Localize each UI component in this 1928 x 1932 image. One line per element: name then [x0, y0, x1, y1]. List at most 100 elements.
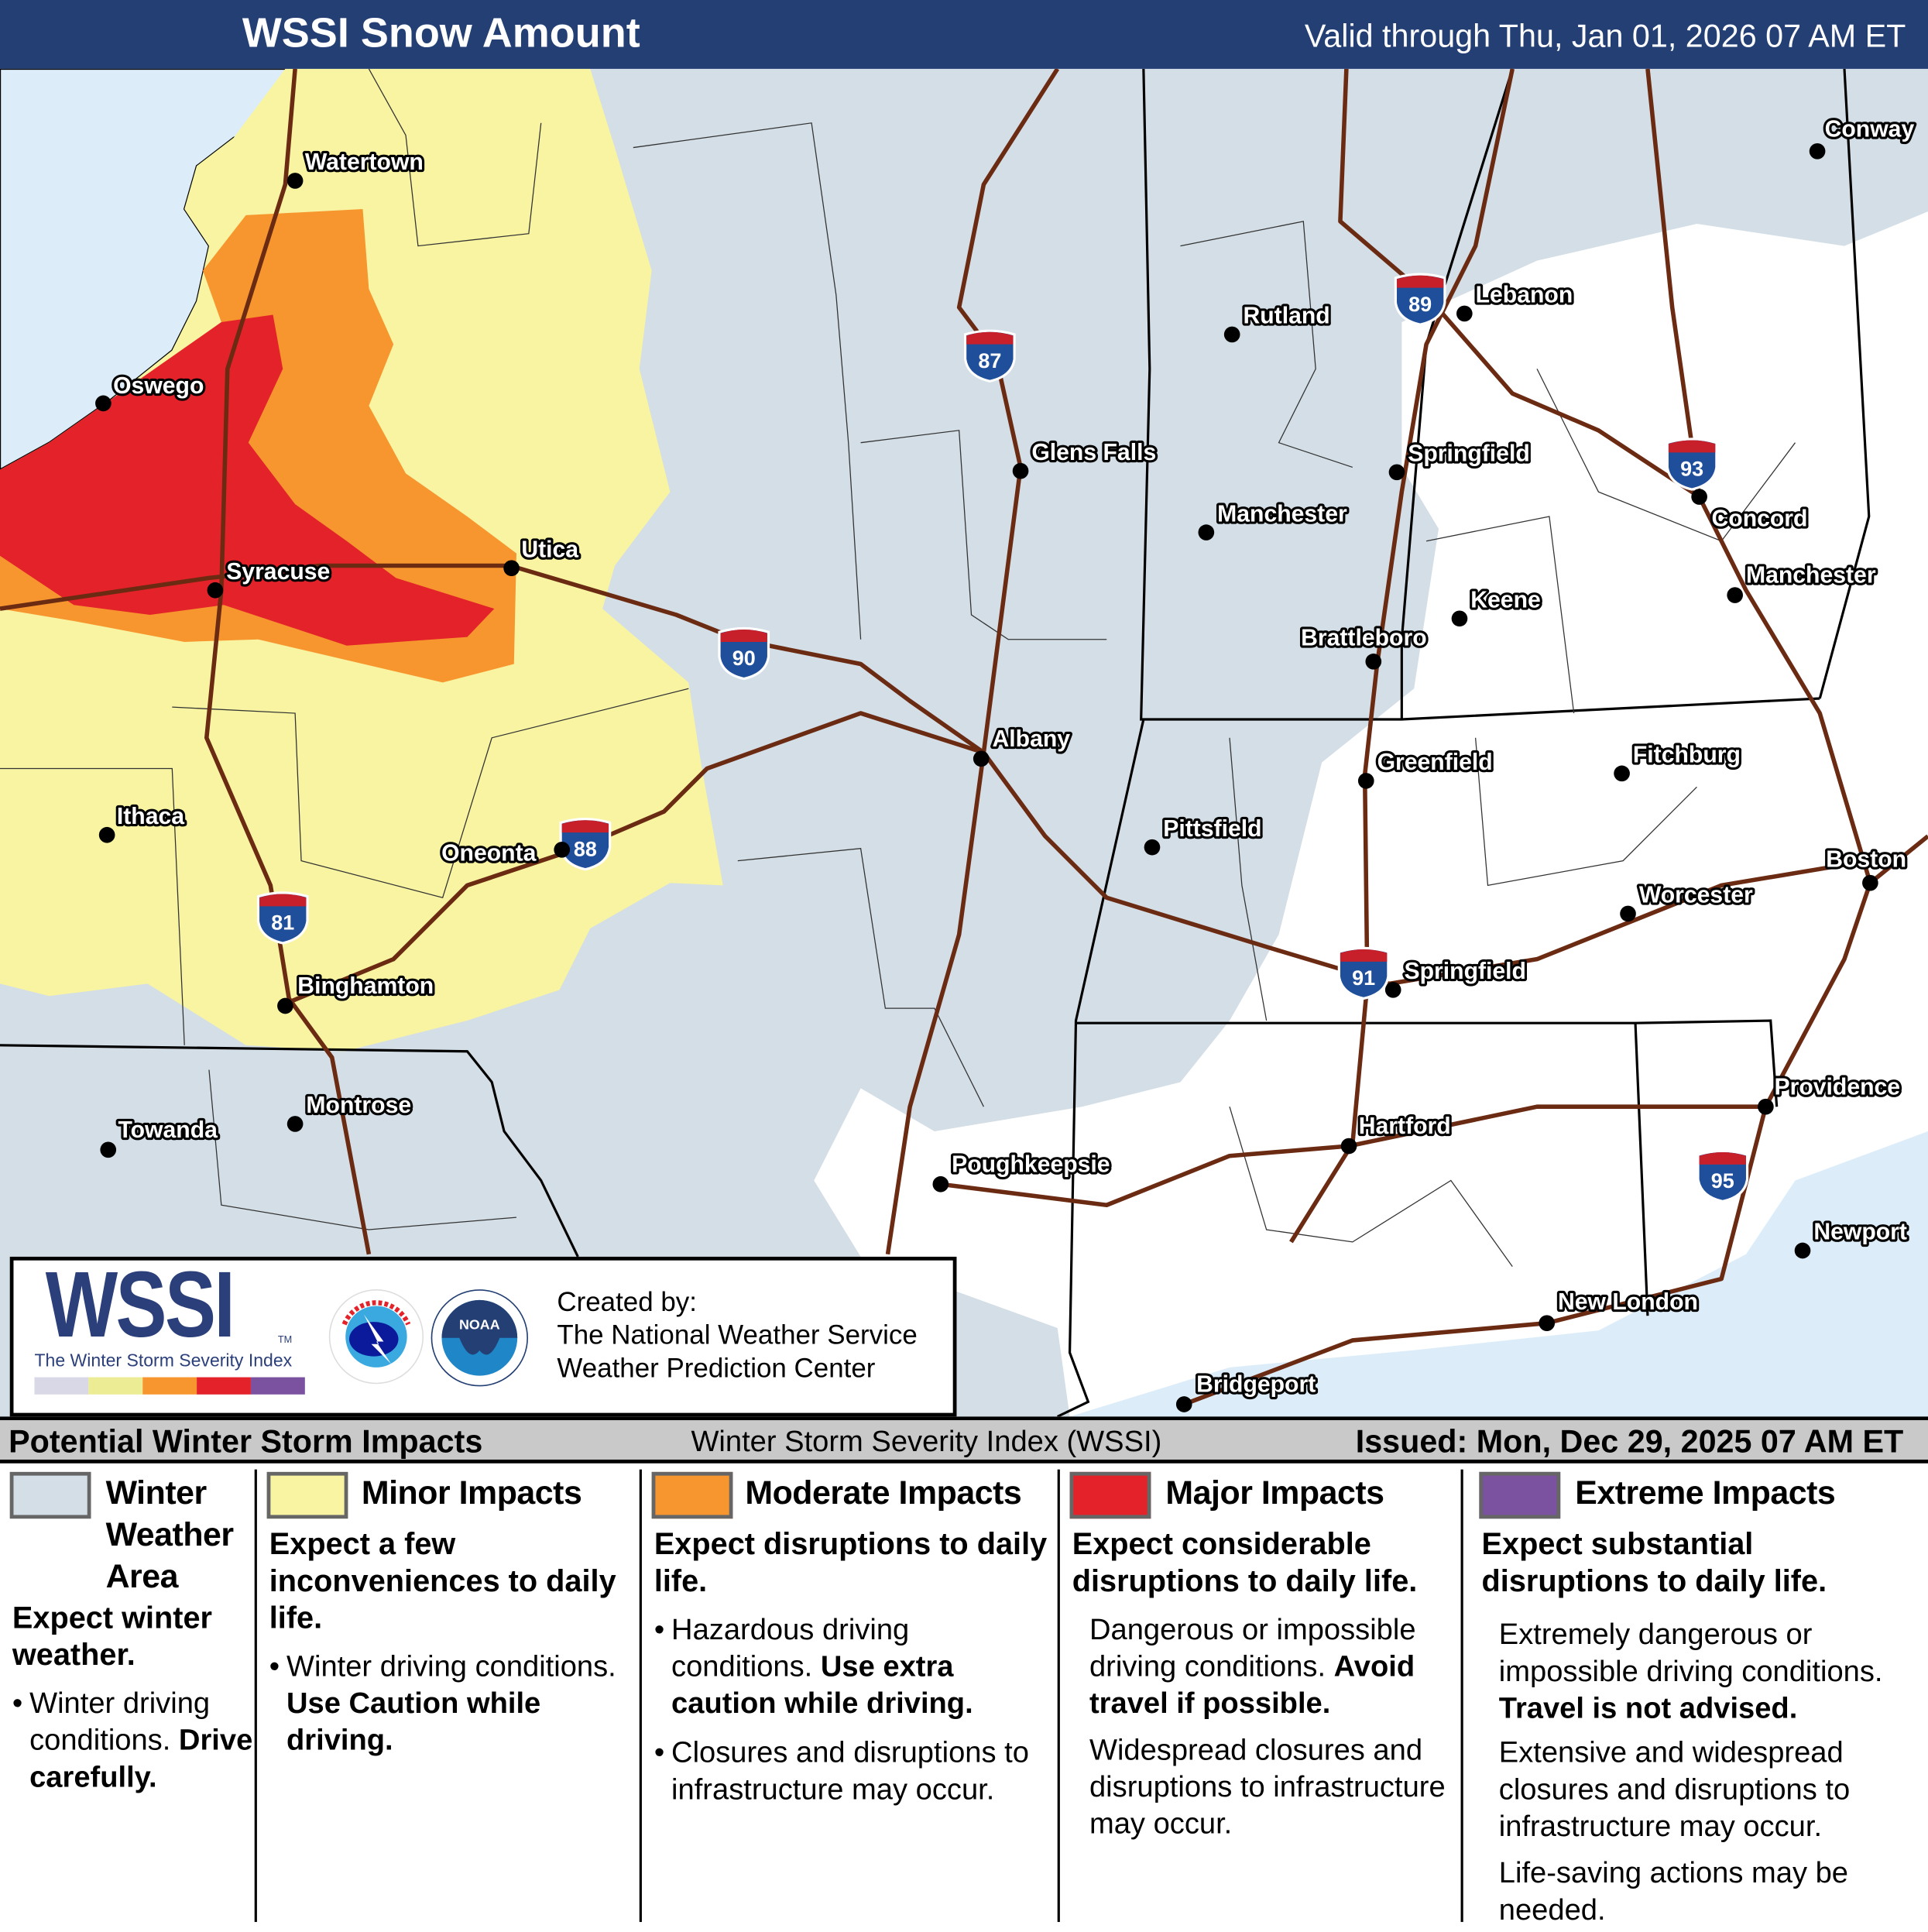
color-bar-major [197, 1377, 251, 1395]
color-bar-minor [88, 1377, 143, 1395]
map: 87 90 88 81 89 93 91 95 Watertown Oswego Syracuse… [0, 68, 1928, 1417]
shield-number: 91 [1352, 966, 1375, 990]
shield-number: 95 [1711, 1169, 1734, 1192]
swatch-extreme [1479, 1471, 1561, 1519]
city-dot [1620, 905, 1636, 922]
city-dot [1223, 326, 1240, 343]
city-marker: Concord [1691, 489, 1810, 534]
city-marker: Greenfield [1357, 747, 1495, 789]
city-dot [95, 395, 111, 412]
issued-time: Issued: Mon, Dec 29, 2025 07 AM ET [1355, 1422, 1904, 1460]
city-label: Springfield [1408, 441, 1529, 467]
category-name: Moderate Impacts [745, 1474, 1022, 1512]
city-label: Manchester [1217, 501, 1347, 527]
city-marker: Syracuse [207, 557, 333, 599]
city-marker: Manchester [1198, 499, 1350, 540]
state-borders [0, 68, 1871, 1417]
city-marker: Towanda [100, 1115, 220, 1158]
legend-header: Potential Winter Storm Impacts Winter St… [0, 1420, 1928, 1464]
legend-moderate: Moderate Impacts Expect disruptions to d… [651, 1471, 1051, 1930]
shield-number: 81 [271, 911, 294, 935]
city-marker: Keene [1451, 585, 1543, 627]
category-name: Extreme Impacts [1575, 1474, 1836, 1512]
county-borders [0, 68, 1796, 1268]
city-label: Rutland [1243, 304, 1329, 329]
legend-title: Potential Winter Storm Impacts [9, 1422, 483, 1460]
city-label: Keene [1470, 587, 1541, 613]
city-marker: Conway [1809, 114, 1917, 160]
city-label: Binghamton [297, 973, 434, 999]
city-label: Lebanon [1476, 283, 1573, 308]
city-marker: Springfield [1388, 438, 1532, 481]
city-dot [1384, 982, 1401, 998]
city-marker: Worcester [1620, 880, 1755, 922]
city-label: Watertown [305, 149, 424, 175]
i-88 [288, 711, 985, 1004]
city-dot [1794, 1242, 1811, 1259]
interstate-shield-icon: 81 [256, 891, 309, 945]
i-90 [0, 563, 1870, 987]
city-label: Providence [1774, 1074, 1900, 1100]
legend-major: Major Impacts Expect considerable disrup… [1069, 1471, 1457, 1930]
detail-text: Extremely dangerous or impossible drivin… [1498, 1618, 1883, 1689]
city-marker: Binghamton [277, 971, 436, 1014]
city-label: Conway [1825, 116, 1915, 142]
interstate-shield-icon: 91 [1337, 946, 1390, 1000]
city-dot [207, 582, 224, 599]
major-impacts-area [0, 314, 495, 646]
city-label: Brattleboro [1301, 626, 1427, 651]
city-marker: Montrose [286, 1090, 413, 1132]
city-label: Newport [1813, 1220, 1907, 1245]
swatch-moderate [651, 1471, 733, 1519]
category-name: Minor Impacts [361, 1474, 582, 1512]
city-label: Manchester [1746, 563, 1876, 589]
city-marker: Bridgeport [1175, 1369, 1318, 1412]
detail-text: Widespread closures and disruptions to i… [1089, 1734, 1446, 1841]
bullet-bold: Use Caution while driving. [286, 1687, 541, 1758]
map-title: WSSI Snow Amount [242, 9, 640, 57]
city-label: Concord [1712, 506, 1808, 532]
trademark: TM [277, 1333, 293, 1346]
org-wpc: Weather Prediction Center [557, 1352, 876, 1384]
shield-number: 93 [1680, 458, 1703, 481]
legend-extreme: Extreme Impacts Expect substantial disru… [1479, 1471, 1924, 1930]
city-dot [932, 1175, 949, 1192]
city-label: Oneonta [441, 841, 537, 866]
city-label: Montrose [306, 1093, 411, 1118]
swatch-winter [9, 1471, 91, 1519]
city-label: Greenfield [1377, 750, 1493, 775]
city-dot [1198, 524, 1215, 540]
interstate-shield-icon: 95 [1696, 1149, 1749, 1203]
city-dot [1614, 765, 1630, 782]
interstate-shield-icon: 93 [1666, 438, 1718, 491]
noaa-text: NOAA [459, 1316, 500, 1332]
bullet-text: Hazardous driving conditions. [671, 1613, 910, 1683]
city-label: Hartford [1359, 1114, 1451, 1139]
bullet-text: Winter driving conditions. [29, 1687, 211, 1758]
city-label: Springfield [1405, 959, 1526, 984]
shield-number: 88 [574, 837, 597, 860]
detail-bold: Avoid travel if possible. [1089, 1650, 1415, 1721]
divider [1460, 1469, 1463, 1923]
nws-logo-icon [328, 1289, 424, 1385]
city-dot [1456, 305, 1473, 322]
city-marker: Brattleboro [1298, 623, 1429, 670]
swatch-major [1069, 1471, 1151, 1519]
category-name: Winter Weather Area [105, 1474, 235, 1595]
impacts-legend: Potential Winter Storm Impacts Winter St… [0, 1416, 1928, 1932]
i-95 [1183, 834, 1928, 1407]
headline: Expect substantial disruptions to daily … [1481, 1527, 1827, 1599]
created-by: Created by: [557, 1286, 697, 1317]
divider [639, 1469, 642, 1923]
city-marker: Boston [1823, 844, 1909, 891]
i-84 [940, 1104, 1766, 1208]
city-dot [286, 173, 304, 189]
city-label: New London [1558, 1289, 1698, 1315]
color-bar-moderate [142, 1377, 197, 1395]
city-dot [1727, 587, 1744, 603]
headline: Expect a few inconveniences to daily lif… [269, 1527, 616, 1636]
i-93 [1645, 68, 1873, 884]
city-dot [1539, 1315, 1556, 1332]
city-dot [1862, 874, 1878, 891]
